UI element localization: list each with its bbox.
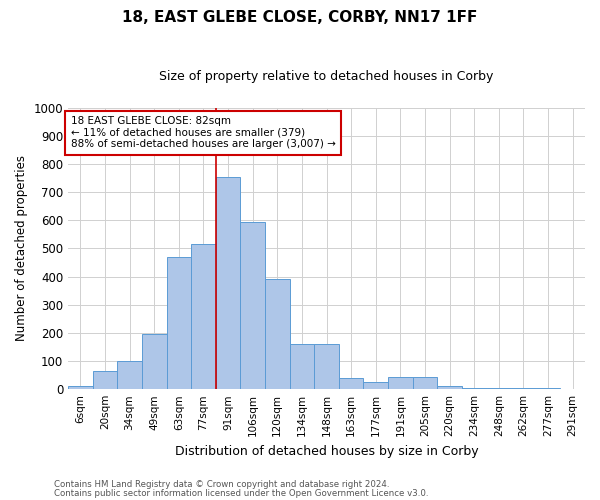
Bar [117, 361, 142, 389]
Bar [68, 386, 92, 389]
Bar [265, 280, 290, 389]
Bar [290, 344, 314, 389]
Text: 18, EAST GLEBE CLOSE, CORBY, NN17 1FF: 18, EAST GLEBE CLOSE, CORBY, NN17 1FF [122, 10, 478, 25]
Bar [142, 334, 167, 389]
Bar [364, 382, 388, 389]
Bar [560, 388, 585, 389]
X-axis label: Distribution of detached houses by size in Corby: Distribution of detached houses by size … [175, 444, 478, 458]
Text: Contains public sector information licensed under the Open Government Licence v3: Contains public sector information licen… [54, 488, 428, 498]
Bar [413, 378, 437, 389]
Y-axis label: Number of detached properties: Number of detached properties [15, 156, 28, 342]
Text: 18 EAST GLEBE CLOSE: 82sqm
← 11% of detached houses are smaller (379)
88% of sem: 18 EAST GLEBE CLOSE: 82sqm ← 11% of deta… [71, 116, 335, 150]
Bar [462, 388, 487, 389]
Bar [241, 222, 265, 389]
Bar [216, 176, 241, 389]
Bar [487, 388, 511, 389]
Bar [437, 386, 462, 389]
Bar [388, 378, 413, 389]
Bar [536, 388, 560, 389]
Bar [167, 257, 191, 389]
Bar [314, 344, 339, 389]
Bar [339, 378, 364, 389]
Bar [92, 371, 117, 389]
Text: Contains HM Land Registry data © Crown copyright and database right 2024.: Contains HM Land Registry data © Crown c… [54, 480, 389, 489]
Bar [511, 388, 536, 389]
Title: Size of property relative to detached houses in Corby: Size of property relative to detached ho… [160, 70, 494, 83]
Bar [191, 244, 216, 389]
